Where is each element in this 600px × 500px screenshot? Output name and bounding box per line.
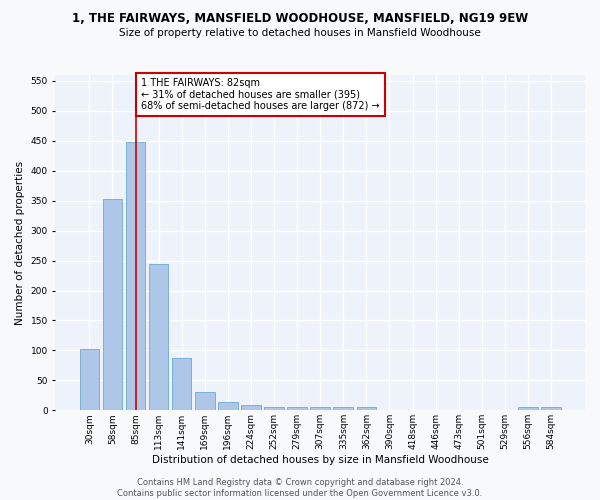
- Text: Size of property relative to detached houses in Mansfield Woodhouse: Size of property relative to detached ho…: [119, 28, 481, 38]
- Bar: [103, 199, 122, 410]
- Bar: [334, 408, 353, 410]
- Bar: [356, 408, 376, 410]
- Y-axis label: Number of detached properties: Number of detached properties: [15, 160, 25, 324]
- Bar: [541, 408, 561, 410]
- Bar: [518, 408, 538, 410]
- Bar: [287, 408, 307, 410]
- Text: 1 THE FAIRWAYS: 82sqm
← 31% of detached houses are smaller (395)
68% of semi-det: 1 THE FAIRWAYS: 82sqm ← 31% of detached …: [141, 78, 380, 111]
- Bar: [80, 348, 99, 410]
- Text: 1, THE FAIRWAYS, MANSFIELD WOODHOUSE, MANSFIELD, NG19 9EW: 1, THE FAIRWAYS, MANSFIELD WOODHOUSE, MA…: [72, 12, 528, 26]
- Bar: [195, 392, 215, 410]
- Bar: [264, 408, 284, 410]
- Bar: [310, 408, 330, 410]
- Bar: [241, 405, 261, 410]
- Bar: [172, 358, 191, 410]
- Text: Contains HM Land Registry data © Crown copyright and database right 2024.
Contai: Contains HM Land Registry data © Crown c…: [118, 478, 482, 498]
- X-axis label: Distribution of detached houses by size in Mansfield Woodhouse: Distribution of detached houses by size …: [152, 455, 488, 465]
- Bar: [218, 402, 238, 410]
- Bar: [125, 142, 145, 410]
- Bar: [149, 264, 169, 410]
